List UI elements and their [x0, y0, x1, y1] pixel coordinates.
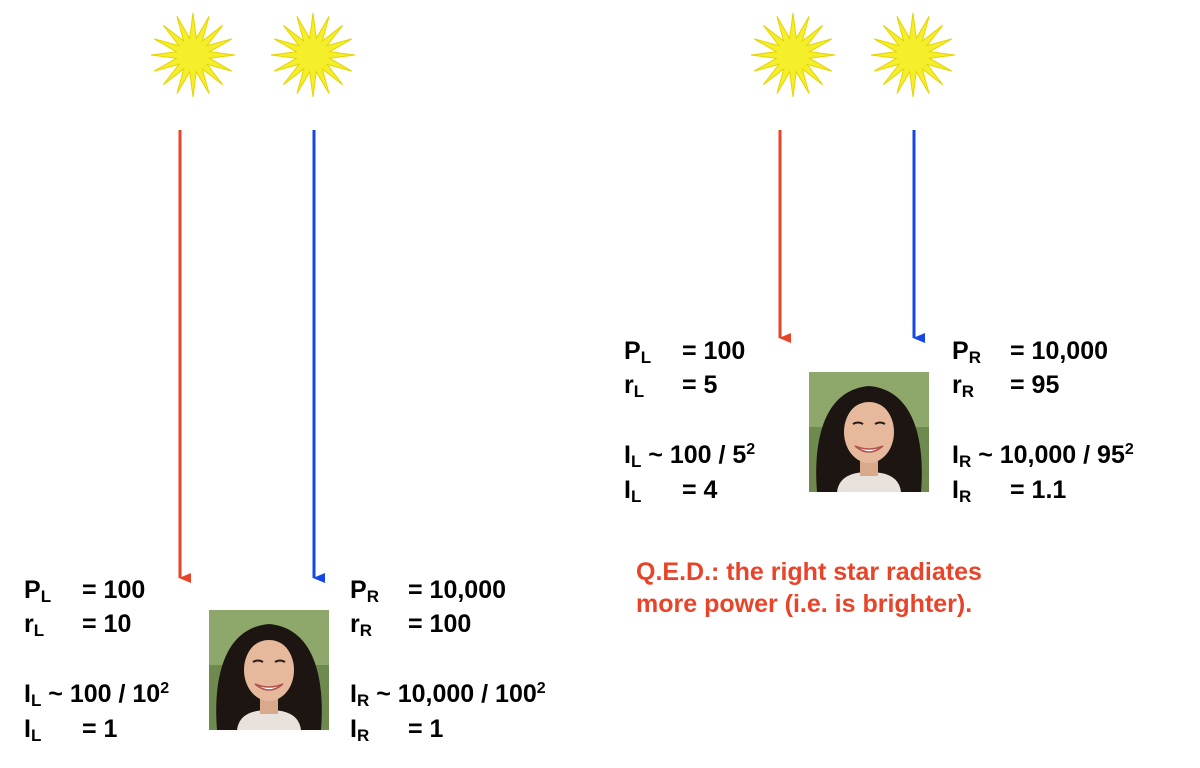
left-star-distance: rL = 5: [624, 371, 718, 401]
right-star-distance: rR = 95: [952, 371, 1060, 401]
observer-face-photo: [209, 610, 329, 730]
left-star-intensity-formula: IL ~ 100 / 102: [24, 680, 170, 710]
observer-face-photo: [809, 372, 929, 492]
star-burst-icon: [870, 12, 956, 98]
conclusion-text: Q.E.D.: the right star radiates more pow…: [636, 556, 982, 620]
conclusion-line-2: more power (i.e. is brighter).: [636, 590, 973, 618]
right-star-intensity-result: IR = 1: [350, 715, 444, 745]
star-burst-icon: [150, 12, 236, 98]
conclusion-line-1: Q.E.D.: the right star radiates: [636, 558, 982, 586]
right-star-power: PR = 10,000: [350, 576, 507, 606]
left-star-intensity-result: IL = 4: [624, 476, 718, 506]
right-star-intensity-result: IR = 1.1: [952, 476, 1067, 506]
right-star-power: PR = 10,000: [952, 337, 1109, 367]
star-burst-icon: [270, 12, 356, 98]
left-star-distance: rL = 10: [24, 610, 132, 640]
left-star-power: PL = 100: [624, 337, 746, 367]
left-star-intensity-result: IL = 1: [24, 715, 118, 745]
left-star-power: PL = 100: [24, 576, 146, 606]
left-star-intensity-formula: IL ~ 100 / 52: [624, 441, 756, 471]
right-star-distance: rR = 100: [350, 610, 472, 640]
right-star-intensity-formula: IR ~ 10,000 / 952: [952, 441, 1134, 471]
star-burst-icon: [750, 12, 836, 98]
right-star-intensity-formula: IR ~ 10,000 / 1002: [350, 680, 546, 710]
